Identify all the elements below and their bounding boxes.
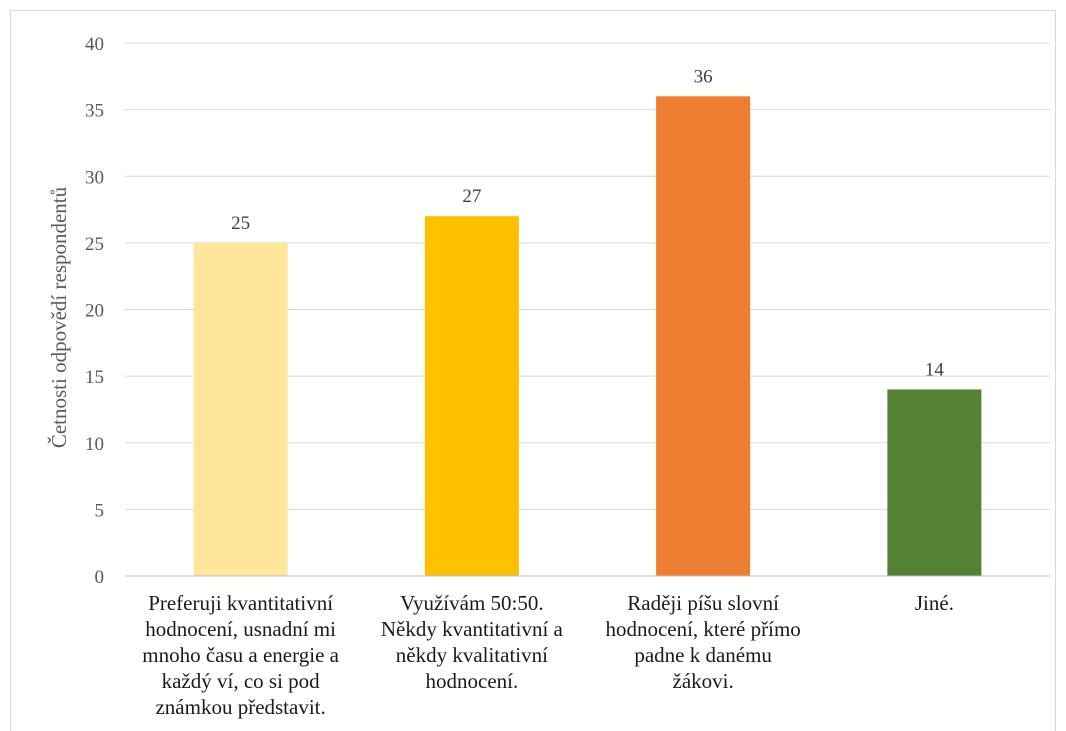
bar	[193, 242, 288, 576]
y-tick-label: 30	[85, 167, 104, 188]
x-category-label-line: Někdy kvantitativní a	[380, 617, 563, 641]
data-label: 14	[925, 359, 945, 380]
bars	[193, 96, 982, 577]
x-category-label: Raději píšu slovní hodnocení, které přímo…	[583, 590, 823, 694]
x-category-label: Využívám 50:50. Někdy kvantitativní a někd…	[352, 590, 592, 694]
y-tick-label: 10	[85, 434, 104, 455]
y-tick-label: 35	[85, 101, 104, 122]
x-category-label-line: Využívám 50:50.	[400, 591, 544, 615]
x-category-label-line: padne k danému	[634, 643, 772, 667]
data-label: 27	[462, 186, 481, 207]
x-category-label: Preferuji kvantitativní hodnocení, usnadn…	[121, 590, 361, 720]
y-tick-label: 20	[85, 301, 104, 322]
y-axis-tick-labels: 0 5 10 15 20 25 30 35 40	[85, 34, 104, 588]
x-category-label-line: žákovi.	[672, 669, 734, 693]
x-category-label: Jiné.	[814, 590, 1054, 616]
x-category-label-line: hodnocení.	[425, 669, 519, 693]
bar	[887, 389, 982, 576]
y-tick-label: 40	[85, 34, 104, 55]
x-category-label-line: každý ví, co si pod	[161, 669, 320, 693]
chart-frame	[10, 10, 1056, 731]
x-category-label-line: Preferuji kvantitativní	[148, 591, 334, 615]
y-tick-label: 0	[95, 567, 105, 588]
data-label: 36	[694, 66, 713, 87]
y-tick-label: 15	[85, 367, 104, 388]
x-category-label-line: známkou představit.	[155, 695, 326, 719]
data-labels: 25 27 36 14	[231, 66, 944, 380]
x-category-label-line: Jiné.	[914, 591, 954, 615]
x-category-label-line: mnoho času a energie a	[142, 643, 339, 667]
x-category-label-line: někdy kvalitativní	[395, 643, 548, 667]
y-tick-label: 25	[85, 234, 104, 255]
x-category-label-line: Raději píšu slovní	[627, 591, 779, 615]
x-category-label-line: hodnocení, které přímo	[605, 617, 801, 641]
bar	[656, 96, 751, 577]
bar	[424, 216, 519, 576]
x-category-label-line: hodnocení, usnadní mi	[145, 617, 336, 641]
y-tick-label: 5	[95, 500, 105, 521]
y-axis-title: Četnosti odpovědí respondentů	[47, 186, 71, 448]
data-label: 25	[231, 213, 250, 234]
